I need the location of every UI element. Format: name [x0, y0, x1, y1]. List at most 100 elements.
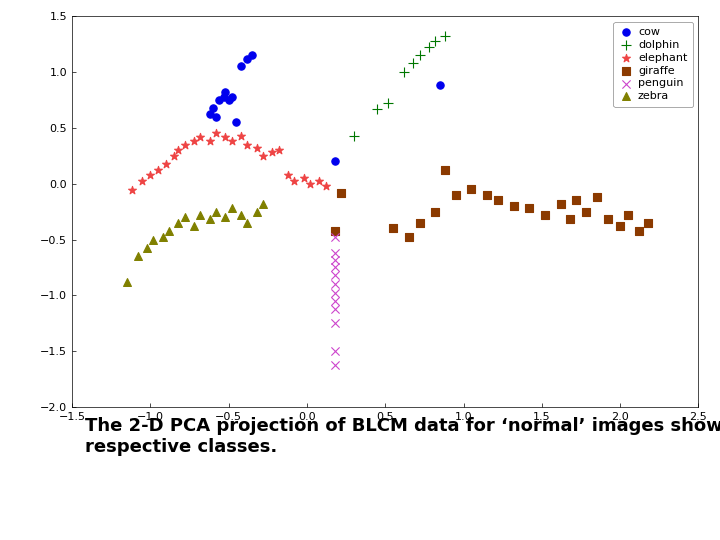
zebra — [226, 204, 238, 213]
penguin — [329, 360, 341, 369]
Legend: cow, dolphin, elephant, giraffe, penguin, zebra: cow, dolphin, elephant, giraffe, penguin… — [613, 22, 693, 107]
elephant — [220, 132, 231, 141]
cow — [246, 51, 258, 59]
elephant — [320, 181, 331, 190]
penguin — [329, 280, 341, 288]
elephant — [257, 152, 269, 160]
cow — [210, 112, 222, 121]
zebra — [179, 213, 191, 221]
elephant — [160, 159, 171, 168]
elephant — [282, 171, 294, 179]
zebra — [157, 233, 168, 241]
dolphin — [439, 32, 451, 40]
zebra — [189, 222, 200, 231]
elephant — [137, 177, 148, 186]
cow — [222, 96, 234, 104]
giraffe — [614, 222, 626, 231]
zebra — [251, 207, 263, 216]
zebra — [242, 219, 253, 227]
cow — [329, 157, 341, 166]
dolphin — [372, 105, 383, 113]
giraffe — [336, 188, 347, 197]
elephant — [210, 129, 222, 138]
giraffe — [430, 207, 441, 216]
giraffe — [450, 191, 462, 199]
giraffe — [466, 185, 477, 194]
giraffe — [481, 191, 492, 199]
dolphin — [423, 43, 435, 52]
giraffe — [329, 226, 341, 235]
cow — [207, 104, 219, 112]
penguin — [329, 305, 341, 313]
giraffe — [492, 196, 504, 205]
dolphin — [382, 99, 394, 107]
penguin — [329, 347, 341, 355]
giraffe — [622, 211, 634, 219]
zebra — [132, 252, 143, 261]
zebra — [141, 244, 153, 253]
penguin — [329, 319, 341, 328]
dolphin — [408, 59, 419, 68]
cow — [434, 81, 446, 90]
elephant — [204, 137, 215, 146]
zebra — [148, 235, 159, 244]
zebra — [257, 199, 269, 208]
giraffe — [555, 199, 567, 208]
zebra — [173, 219, 184, 227]
dolphin — [398, 68, 410, 76]
elephant — [266, 148, 278, 157]
giraffe — [403, 233, 415, 241]
elephant — [189, 137, 200, 146]
giraffe — [523, 204, 535, 213]
elephant — [305, 179, 316, 188]
giraffe — [591, 193, 603, 201]
dolphin — [430, 36, 441, 45]
elephant — [289, 177, 300, 186]
giraffe — [633, 226, 644, 235]
elephant — [179, 140, 191, 149]
dolphin — [348, 131, 360, 140]
elephant — [153, 166, 164, 174]
elephant — [242, 140, 253, 149]
elephant — [314, 177, 325, 186]
giraffe — [580, 207, 591, 216]
cow — [204, 110, 215, 119]
zebra — [220, 213, 231, 221]
giraffe — [508, 202, 519, 211]
elephant — [251, 144, 263, 152]
giraffe — [564, 215, 576, 224]
penguin — [329, 271, 341, 280]
giraffe — [439, 166, 451, 174]
elephant — [145, 171, 156, 179]
giraffe — [414, 219, 426, 227]
Text: The 2-D PCA projection of BLCM data for ‘normal’ images shown with their
respect: The 2-D PCA projection of BLCM data for … — [84, 417, 720, 456]
elephant — [173, 146, 184, 154]
penguin — [329, 296, 341, 305]
giraffe — [387, 224, 399, 233]
cow — [218, 92, 230, 101]
zebra — [121, 278, 132, 286]
elephant — [194, 132, 206, 141]
cow — [235, 62, 247, 71]
penguin — [329, 289, 341, 298]
giraffe — [642, 219, 654, 227]
zebra — [163, 226, 175, 235]
elephant — [235, 131, 247, 140]
elephant — [298, 174, 310, 183]
zebra — [235, 211, 247, 219]
zebra — [194, 211, 206, 219]
zebra — [210, 207, 222, 216]
penguin — [329, 233, 341, 241]
dolphin — [414, 51, 426, 59]
penguin — [329, 255, 341, 264]
giraffe — [539, 211, 551, 219]
giraffe — [570, 196, 582, 205]
elephant — [168, 152, 179, 160]
penguin — [329, 263, 341, 272]
cow — [242, 55, 253, 63]
cow — [213, 96, 225, 104]
cow — [230, 118, 242, 126]
elephant — [273, 146, 284, 154]
cow — [226, 92, 238, 101]
elephant — [126, 186, 138, 195]
